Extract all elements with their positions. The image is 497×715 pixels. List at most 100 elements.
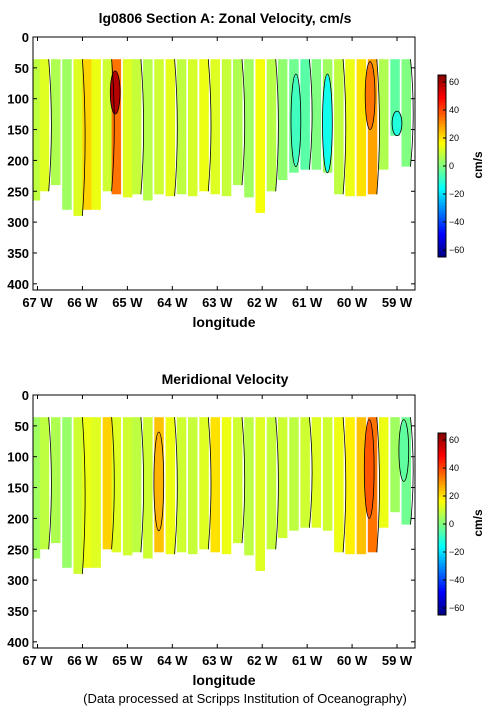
colorbar-segment — [438, 187, 446, 191]
contour-line — [241, 59, 246, 186]
x-tick-label: 61 W — [292, 295, 323, 310]
colorbar-segment — [438, 214, 446, 218]
colorbar-segment — [438, 175, 446, 179]
colorbar-segment — [438, 527, 446, 531]
colorbar-segment — [438, 232, 446, 237]
heatmap-cell — [367, 59, 378, 195]
colorbar-segment — [438, 481, 446, 485]
colorbar-segment — [438, 587, 446, 592]
x-tick-label: 66 W — [67, 295, 98, 310]
heatmap-cell — [165, 59, 176, 197]
heatmap-cell — [188, 417, 198, 555]
colorbar-segment — [438, 108, 446, 112]
colorbar-segment — [438, 78, 446, 82]
heatmap-cell — [356, 417, 367, 555]
contour-line — [342, 59, 347, 195]
colorbar-segment — [438, 530, 446, 534]
colorbar-segment — [438, 150, 446, 155]
y-tick-label: 150 — [7, 481, 29, 496]
heatmap-cell — [266, 59, 277, 192]
heatmap-feature — [398, 419, 410, 482]
x-tick-label: 65 W — [112, 295, 143, 310]
contour-line — [174, 417, 178, 555]
colorbar-segment — [438, 250, 446, 255]
heatmap-cell — [334, 417, 344, 553]
colorbar-segment — [438, 75, 446, 79]
colorbar-segment — [438, 93, 446, 97]
heatmap-cell — [390, 59, 400, 136]
colorbar-segment — [438, 111, 446, 115]
chart-title: lg0806 Section A: Zonal Velocity, cm/s — [99, 10, 352, 26]
heatmap-cell — [345, 59, 355, 197]
heatmap-cell — [379, 59, 389, 170]
heatmap-cell — [289, 417, 299, 531]
heatmap-cell — [122, 417, 133, 556]
contour-line — [82, 59, 86, 216]
meridional-velocity-panel: Meridional Velocity 67 W 66 W 65 W 64 W 63 W… — [7, 371, 485, 688]
heatmap-cell — [199, 59, 209, 192]
x-tick-label: 67 W — [22, 653, 53, 668]
x-tick-label: 64 W — [157, 653, 188, 668]
heatmap-cell — [255, 417, 265, 571]
heatmap-cell — [199, 417, 209, 550]
y-tick-label: 100 — [7, 450, 29, 465]
contour-line — [207, 417, 212, 550]
heatmap-cell — [345, 417, 355, 555]
colorbar-segment — [438, 244, 446, 249]
colorbar-segment — [438, 247, 446, 252]
colorbar-segment — [438, 581, 446, 586]
plot-frame — [32, 394, 416, 649]
contour-line — [241, 417, 246, 544]
heatmap-cell — [143, 59, 153, 201]
colorbar-segment — [438, 575, 446, 579]
colorbar-segment — [438, 560, 446, 564]
colorbar-segment — [438, 220, 446, 225]
colorbar-segment — [438, 596, 446, 601]
colorbar-segment — [438, 505, 446, 510]
colorbar: 60 40 20 0 −20 −40 −60 — [437, 432, 464, 616]
colorbar-segment — [438, 557, 446, 561]
heatmap-cell — [82, 417, 92, 568]
heatmap-feature — [290, 73, 302, 167]
colorbar-segment — [438, 578, 446, 583]
colorbar-segment — [438, 484, 446, 488]
colorbar-segment — [438, 445, 446, 449]
colorbar-segment — [438, 472, 446, 476]
heatmap-cell — [39, 417, 50, 550]
heatmap-cell — [277, 59, 288, 181]
heatmap-feature — [322, 73, 333, 174]
colorbar-segment — [438, 178, 446, 182]
heatmap-cell — [73, 417, 83, 574]
heatmap-cell — [311, 59, 322, 170]
colorbar-segment — [438, 466, 446, 470]
heatmap-feature — [364, 61, 376, 130]
x-ticks: 67 W 66 W 65 W 64 W 63 W 62 W 61 W 60 W 59 W — [22, 395, 413, 668]
contour-line — [275, 417, 279, 550]
colorbar-tick-label: 40 — [449, 105, 459, 115]
colorbar-segment — [438, 117, 446, 121]
heatmap-cell — [322, 417, 333, 531]
heatmap-cell — [255, 59, 265, 213]
x-tick-label: 65 W — [112, 653, 143, 668]
colorbar-segment — [438, 433, 446, 437]
y-tick-label: 100 — [7, 92, 29, 107]
colorbar-segment — [438, 90, 446, 94]
colorbar-segment — [438, 135, 446, 140]
colorbar-segment — [438, 159, 446, 164]
colorbar-segment — [438, 235, 446, 240]
plot-frame — [32, 36, 416, 291]
colorbar-segment — [438, 129, 446, 134]
colorbar-segment — [438, 469, 446, 473]
colorbar-segment — [438, 460, 446, 464]
y-tick-label: 250 — [7, 542, 29, 557]
heatmap-cell — [39, 59, 50, 192]
contour-line — [140, 417, 144, 553]
colorbar-segment — [438, 99, 446, 103]
colorbar-segment — [438, 126, 446, 130]
colorbar-segment — [438, 499, 446, 504]
colorbar-segment — [438, 84, 446, 88]
colorbar: 60 40 20 0 −20 −40 −60 — [437, 74, 464, 258]
colorbar-segment — [438, 102, 446, 106]
colorbar-segment — [438, 536, 446, 540]
contour-line — [48, 59, 52, 192]
